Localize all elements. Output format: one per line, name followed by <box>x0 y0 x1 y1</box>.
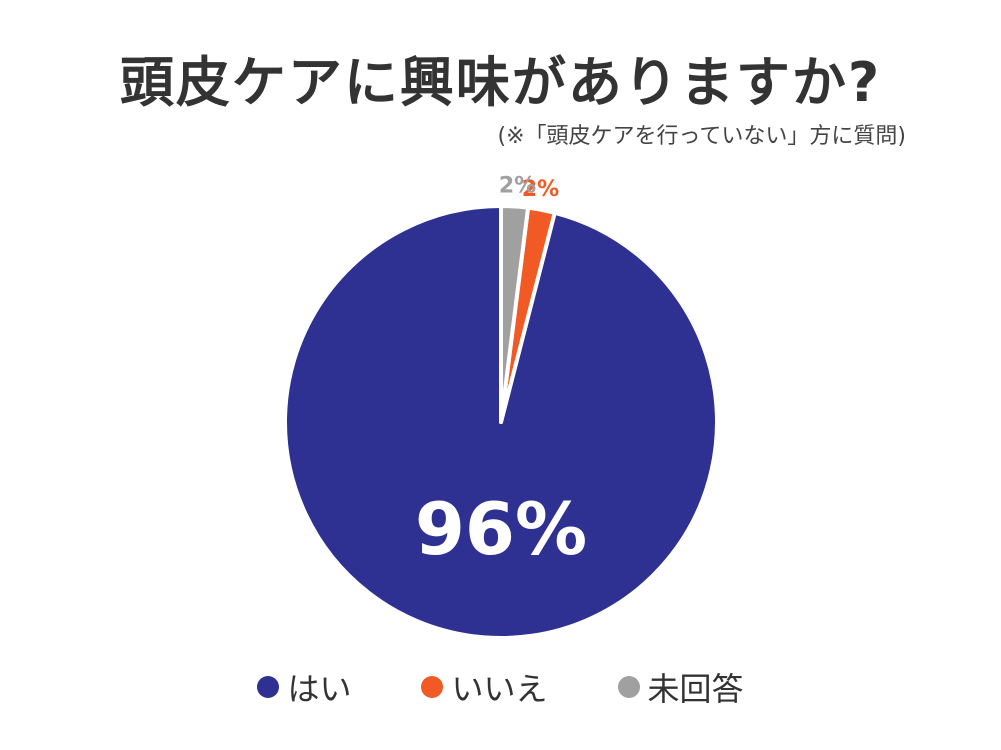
legend-swatch-no <box>421 676 444 698</box>
legend-item-yes: はい <box>257 664 351 710</box>
chart-title: 頭皮ケアに興味がありますか? <box>119 51 882 114</box>
legend-item-no: いいえ <box>421 664 548 710</box>
legend-label-no: いいえ <box>451 670 548 708</box>
legend-swatch-yes <box>257 676 280 698</box>
chart-subtitle: (※「頭皮ケアを行っていない」方に質問) <box>497 124 906 149</box>
legend: はい いいえ 未回答 <box>0 664 1001 710</box>
legend-item-no-answer: 未回答 <box>617 664 744 710</box>
legend-label-no-answer: 未回答 <box>647 670 744 708</box>
legend-label-yes: はい <box>287 670 352 708</box>
data-label-no: 2% <box>522 177 559 202</box>
slice-no-answer <box>499 204 531 424</box>
data-label-yes: 96% <box>415 487 587 571</box>
legend-swatch-no-answer <box>617 676 640 698</box>
data-label-no-answer: 2% <box>499 173 536 198</box>
